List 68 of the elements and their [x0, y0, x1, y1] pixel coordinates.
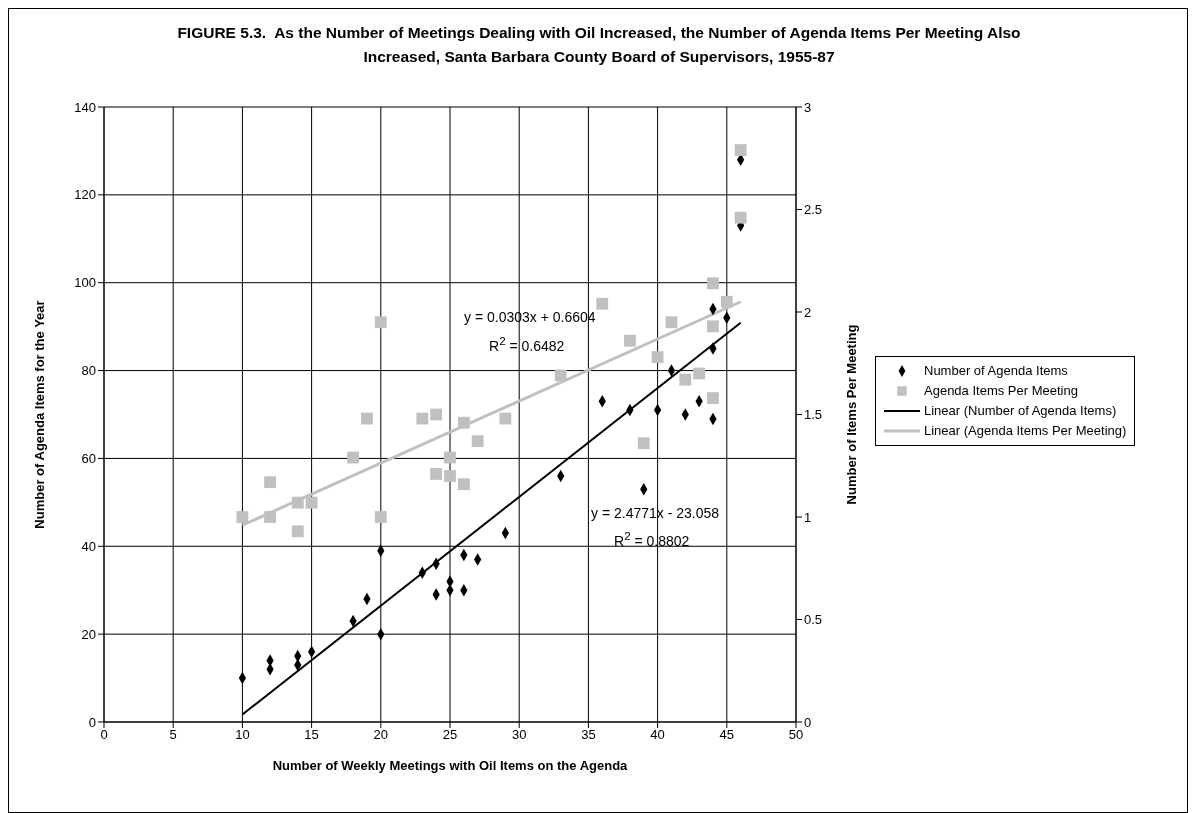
x-tick-label: 5 [169, 727, 177, 743]
y-tick-label: 20 [81, 626, 96, 642]
point [457, 416, 470, 429]
point [430, 468, 443, 480]
x-tick-label: 50 [788, 727, 804, 743]
point [554, 369, 567, 382]
point [305, 496, 318, 509]
point [734, 144, 747, 156]
point [679, 373, 692, 386]
annotation: R$^{2}$ = 0.6482 [489, 334, 565, 354]
y2-tick-label: 0 [804, 714, 812, 730]
point [637, 437, 650, 450]
y-tick-label: 100 [74, 275, 96, 291]
point [720, 295, 733, 308]
x-tick-label: 35 [581, 727, 596, 743]
point [236, 511, 249, 523]
point [416, 412, 429, 425]
point [651, 351, 664, 364]
y2-tick-label: 0.5 [804, 612, 823, 628]
y2-tick-label: 1.5 [804, 407, 823, 423]
point [430, 408, 443, 421]
x-tick-label: 40 [650, 727, 665, 743]
point [374, 316, 387, 329]
y2-tick-label: 3 [804, 99, 812, 115]
point [624, 334, 636, 347]
y-tick-label: 40 [81, 538, 96, 554]
point [707, 392, 719, 405]
x-tick-label: 15 [304, 727, 319, 743]
point [707, 277, 719, 290]
x-tick-label: 10 [235, 727, 250, 743]
y-axis-title: Number of Agenda Items for the Year [31, 300, 47, 529]
point [457, 478, 470, 491]
y2-tick-label: 2.5 [804, 202, 823, 218]
point [707, 320, 719, 333]
y-tick-label: 140 [74, 99, 96, 115]
point [444, 470, 456, 482]
x-tick-label: 0 [100, 727, 108, 743]
legend-label: Number of Agenda Items [924, 362, 1068, 380]
point [499, 412, 512, 425]
x-tick-label: 45 [719, 727, 735, 743]
point [471, 435, 484, 448]
point [264, 511, 276, 523]
point [596, 297, 609, 310]
y2-tick-label: 1 [804, 509, 812, 525]
y2-tick-label: 2 [804, 304, 812, 320]
legend-label: Agenda Items Per Meeting [924, 382, 1078, 400]
point [361, 412, 373, 425]
x-tick-label: 25 [442, 727, 458, 743]
point [347, 451, 360, 464]
x-tick-label: 20 [373, 727, 389, 743]
point [693, 367, 706, 380]
legend-label: Linear (Agenda Items Per Meeting) [924, 422, 1127, 440]
y-tick-label: 60 [81, 451, 96, 467]
point [264, 476, 276, 489]
point [734, 211, 747, 224]
point [374, 511, 387, 523]
point [291, 525, 304, 538]
x-axis-title: Number of Weekly Meetings with Oil Items on the Agenda [272, 758, 629, 773]
x-tick-label: 30 [511, 727, 527, 743]
point [665, 316, 678, 329]
y2-axis-title: Number of Items Per Meeting [843, 324, 859, 505]
y-tick-label: 0 [88, 714, 96, 730]
y-tick-label: 120 [74, 187, 96, 203]
y-tick-label: 80 [81, 363, 96, 379]
legend-label: Linear (Number of Agenda Items) [924, 402, 1117, 420]
chart-title: FIGURE 5.3. As the Number of Meetings Dealing with Oil Increased, the Number of Agenda Items Per Meeting Also Increased, Santa Barbara County Board of Supervisors, 1955-87 [176, 23, 1022, 67]
point [291, 496, 304, 509]
point [444, 451, 456, 464]
